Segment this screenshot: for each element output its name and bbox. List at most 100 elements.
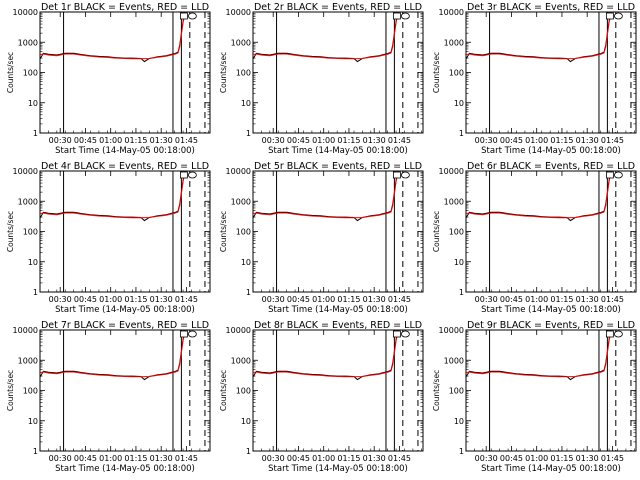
x-tick-label: 00:45 bbox=[74, 454, 97, 463]
plot-frame bbox=[465, 170, 637, 293]
panel-3: Det 3r BLACK = Events, RED = LLD 1 10 100 10… bbox=[432, 2, 637, 156]
y-tick-label: 1000 bbox=[18, 356, 38, 365]
x-tick-label: 00:45 bbox=[287, 454, 310, 463]
x-tick-label: 00:45 bbox=[74, 295, 97, 304]
legend-marker bbox=[187, 171, 197, 179]
y-axis-label: Counts/sec bbox=[6, 370, 15, 411]
panel-title: Det 7r BLACK = Events, RED = LLD bbox=[41, 320, 209, 331]
series-line-lld bbox=[40, 171, 187, 219]
y-tick-label: 100 bbox=[449, 69, 464, 78]
x-axis-label: Start Time (14-May-05 00:18:00) bbox=[55, 464, 195, 474]
series-line-lld bbox=[40, 12, 187, 60]
y-tick-label: 1000 bbox=[444, 197, 464, 206]
x-tick-label: 01:00 bbox=[312, 454, 335, 463]
x-tick-label: 01:45 bbox=[175, 295, 198, 304]
y-tick-label: 100 bbox=[236, 228, 251, 237]
x-tick-label: 00:30 bbox=[262, 454, 285, 463]
x-tick-label: 01:00 bbox=[99, 295, 122, 304]
plot-frame bbox=[39, 329, 211, 452]
y-tick-label: 1000 bbox=[231, 38, 251, 47]
x-tick-label: 01:45 bbox=[388, 454, 411, 463]
x-tick-label: 01:30 bbox=[150, 136, 173, 145]
x-tick-label: 00:30 bbox=[475, 295, 498, 304]
y-tick-label: 1 bbox=[33, 129, 38, 138]
y-axis-label: Counts/sec bbox=[432, 370, 441, 411]
y-axis-label: Counts/sec bbox=[6, 52, 15, 93]
plot-frame bbox=[39, 170, 211, 293]
y-tick-label: 10000 bbox=[226, 167, 251, 176]
x-tick-label: 01:00 bbox=[312, 295, 335, 304]
x-tick-label: 01:00 bbox=[525, 454, 548, 463]
x-tick-label: 01:30 bbox=[363, 295, 386, 304]
plot-frame bbox=[252, 329, 424, 452]
y-tick-label: 1000 bbox=[444, 38, 464, 47]
y-tick-label: 10000 bbox=[226, 8, 251, 17]
x-tick-label: 01:45 bbox=[601, 136, 624, 145]
y-axis-label: Counts/sec bbox=[219, 211, 228, 252]
x-tick-label: 01:00 bbox=[99, 136, 122, 145]
plot-frame bbox=[465, 329, 637, 452]
series-line-lld bbox=[466, 171, 613, 219]
y-tick-label: 1 bbox=[459, 288, 464, 297]
legend-box bbox=[179, 12, 188, 20]
panel-title: Det 8r BLACK = Events, RED = LLD bbox=[254, 320, 422, 331]
x-tick-label: 01:30 bbox=[576, 136, 599, 145]
plot-frame bbox=[252, 170, 424, 293]
y-tick-label: 1000 bbox=[231, 197, 251, 206]
legend-marker bbox=[400, 171, 410, 179]
x-tick-label: 00:45 bbox=[287, 136, 310, 145]
x-tick-label: 01:30 bbox=[576, 295, 599, 304]
y-tick-label: 100 bbox=[23, 387, 38, 396]
x-tick-label: 01:15 bbox=[337, 136, 360, 145]
x-tick-label: 00:45 bbox=[500, 295, 523, 304]
panel-title: Det 4r BLACK = Events, RED = LLD bbox=[41, 161, 209, 172]
legend-box bbox=[605, 12, 614, 20]
legend-marker bbox=[187, 12, 197, 20]
y-axis-label: Counts/sec bbox=[432, 52, 441, 93]
x-axis-label: Start Time (14-May-05 00:18:00) bbox=[55, 146, 195, 156]
x-axis-label: Start Time (14-May-05 00:18:00) bbox=[481, 464, 621, 474]
panel-4: Det 4r BLACK = Events, RED = LLD 1 10 100 10… bbox=[6, 161, 211, 315]
y-tick-label: 100 bbox=[23, 69, 38, 78]
y-tick-label: 100 bbox=[23, 228, 38, 237]
series-line-lld bbox=[253, 171, 400, 219]
y-tick-label: 1000 bbox=[18, 38, 38, 47]
y-axis-label: Counts/sec bbox=[432, 211, 441, 252]
x-tick-label: 00:30 bbox=[475, 454, 498, 463]
y-tick-label: 10 bbox=[28, 417, 38, 426]
x-tick-label: 01:15 bbox=[124, 136, 147, 145]
y-tick-label: 1 bbox=[459, 447, 464, 456]
legend-marker bbox=[187, 330, 197, 338]
y-tick-label: 10000 bbox=[439, 167, 464, 176]
panel-2: Det 2r BLACK = Events, RED = LLD 1 10 100 10… bbox=[219, 2, 424, 156]
panel-7: Det 7r BLACK = Events, RED = LLD 1 10 100 10… bbox=[6, 320, 211, 474]
y-tick-label: 10 bbox=[454, 99, 464, 108]
x-tick-label: 01:15 bbox=[337, 454, 360, 463]
y-tick-label: 10000 bbox=[13, 8, 38, 17]
x-tick-label: 01:00 bbox=[99, 454, 122, 463]
panel-6: Det 6r BLACK = Events, RED = LLD 1 10 100 10… bbox=[432, 161, 637, 315]
x-tick-label: 01:15 bbox=[550, 295, 573, 304]
x-tick-label: 00:45 bbox=[500, 454, 523, 463]
x-axis-label: Start Time (14-May-05 00:18:00) bbox=[268, 146, 408, 156]
legend-box bbox=[179, 171, 188, 179]
x-tick-label: 01:45 bbox=[601, 295, 624, 304]
y-tick-label: 1 bbox=[33, 447, 38, 456]
legend-marker bbox=[400, 330, 410, 338]
series-line-lld bbox=[466, 12, 613, 60]
x-tick-label: 01:15 bbox=[550, 136, 573, 145]
x-tick-label: 01:00 bbox=[525, 136, 548, 145]
legend-marker bbox=[613, 12, 623, 20]
x-tick-label: 00:30 bbox=[49, 295, 72, 304]
y-axis-label: Counts/sec bbox=[6, 211, 15, 252]
y-tick-label: 1 bbox=[246, 288, 251, 297]
y-tick-label: 1 bbox=[246, 447, 251, 456]
x-tick-label: 01:15 bbox=[550, 454, 573, 463]
y-axis-label: Counts/sec bbox=[219, 370, 228, 411]
x-tick-label: 01:30 bbox=[363, 136, 386, 145]
panel-9: Det 9r BLACK = Events, RED = LLD 1 10 100 10… bbox=[432, 320, 637, 474]
series-line-lld bbox=[253, 330, 400, 378]
y-tick-label: 10 bbox=[454, 417, 464, 426]
panel-title: Det 6r BLACK = Events, RED = LLD bbox=[467, 161, 635, 172]
x-tick-label: 01:45 bbox=[601, 454, 624, 463]
